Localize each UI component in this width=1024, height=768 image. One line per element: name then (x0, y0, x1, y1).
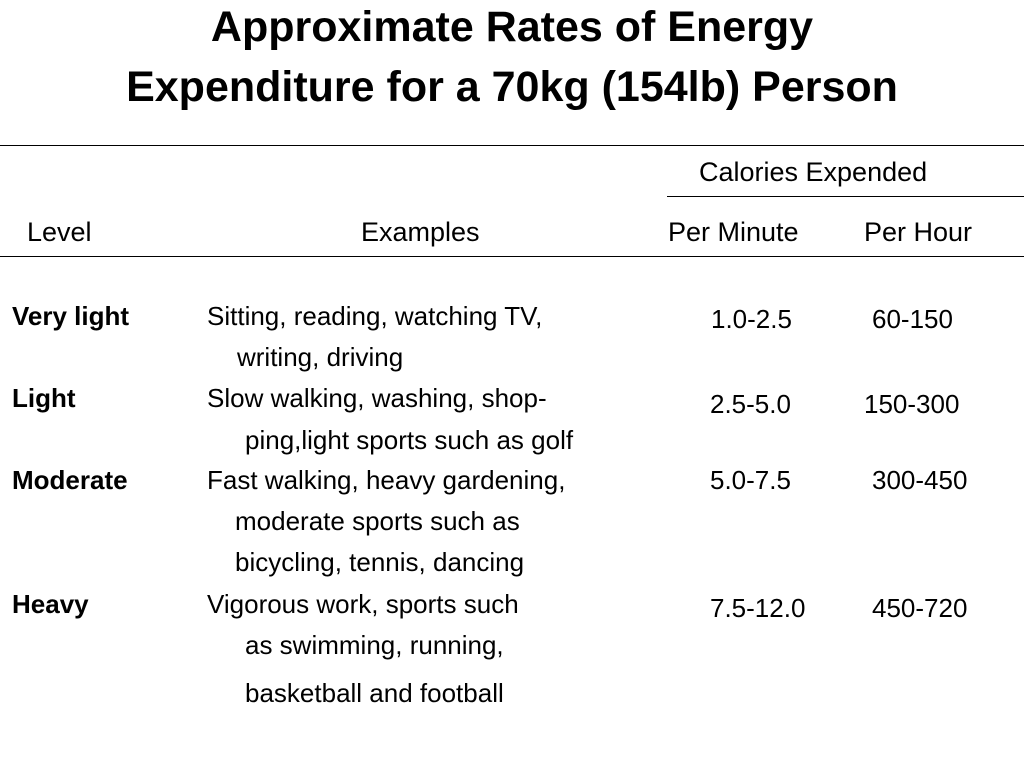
table-row-level: Light (12, 383, 76, 413)
table-row-per-minute: 7.5-12.0 (710, 593, 806, 623)
table-row-level: Moderate (12, 465, 128, 495)
title-line-2: Expenditure for a 70kg (154lb) Person (126, 63, 898, 111)
table-row-example-line: moderate sports such as (235, 506, 520, 536)
table-row-example-line: Sitting, reading, watching TV, (207, 301, 543, 331)
table-row-example-line: Slow walking, washing, shop- (207, 383, 547, 413)
table-row-level: Heavy (12, 589, 89, 619)
level-column-header: Level (27, 217, 92, 247)
per-hour-column-header: Per Hour (864, 217, 973, 247)
title-line-1: Approximate Rates of Energy (210, 3, 814, 51)
header-bottom-rule (0, 256, 1024, 257)
table-row-level: Very light (12, 301, 130, 331)
per-minute-column-header: Per Minute (668, 217, 799, 247)
table-top-rule (0, 145, 1024, 146)
table-row-per-hour: 300-450 (872, 465, 968, 495)
calories-expended-header: Calories Expended (699, 157, 928, 187)
table-row-per-hour: 150-300 (864, 389, 960, 419)
table-row-example-line: Fast walking, heavy gardening, (207, 465, 566, 495)
table-row-example-line: writing, driving (237, 342, 404, 372)
table-row-per-minute: 5.0-7.5 (710, 465, 791, 495)
table-row-per-hour: 450-720 (872, 593, 968, 623)
table-row-example-line: bicycling, tennis, dancing (235, 547, 525, 577)
table-row-example-line: ping,light sports such as golf (245, 425, 574, 455)
table-row-example-line: as swimming, running, (245, 630, 504, 660)
examples-column-header: Examples (361, 217, 480, 247)
table-row-example-line: basketball and football (245, 678, 504, 708)
calories-header-rule (667, 196, 1024, 197)
table-row-example-line: Vigorous work, sports such (207, 589, 519, 619)
table-row-per-hour: 60-150 (872, 304, 953, 334)
slide-title: Approximate Rates of Energy Expenditure … (0, 0, 1024, 117)
table-row-per-minute: 1.0-2.5 (711, 304, 792, 334)
table-row-per-minute: 2.5-5.0 (710, 389, 791, 419)
